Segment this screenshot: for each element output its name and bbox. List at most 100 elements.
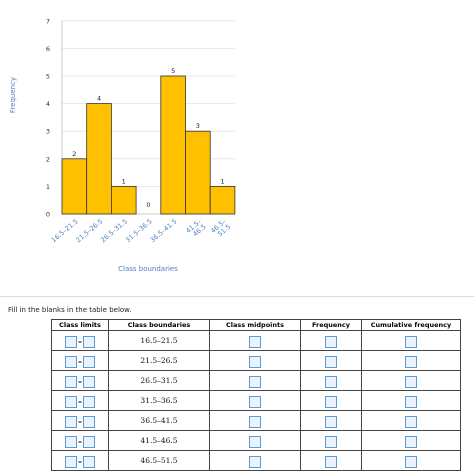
limit-separator: – (78, 457, 82, 466)
frequency-cell (300, 350, 362, 371)
class-limits-cell: – (51, 430, 109, 451)
lower-limit-input[interactable] (65, 355, 77, 368)
midpoint-cell (209, 370, 301, 391)
lower-limit-input[interactable] (65, 395, 77, 408)
lower-limit-input[interactable] (65, 335, 77, 348)
lower-limit-input[interactable] (65, 415, 77, 428)
histogram-bar (185, 130, 211, 215)
y-axis-label: Frequency (9, 77, 17, 113)
frequency-cell (300, 370, 362, 391)
frequency-cell (300, 450, 362, 471)
class-boundaries-cell: 41.5–46.5 (108, 430, 210, 451)
upper-limit-input[interactable] (83, 455, 95, 468)
y-tick-label: 7 (46, 17, 50, 25)
midpoint-cell (209, 350, 301, 371)
frequency-input[interactable] (325, 415, 337, 428)
y-tick-label: 3 (46, 128, 50, 136)
lower-limit-input[interactable] (65, 435, 77, 448)
table-row: – 46.5–51.5 (51, 450, 461, 471)
header-class-limits: Class limits (51, 319, 109, 331)
cumulative-frequency-input[interactable] (405, 355, 417, 368)
x-tick-label: 41.5–46.5 (184, 217, 207, 240)
upper-limit-input[interactable] (83, 415, 95, 428)
class-limits-cell: – (51, 390, 109, 411)
bar-value-label: 2 (72, 150, 76, 158)
bar-value-label: 3 (196, 122, 200, 130)
header-cumulative-frequency: Cumulative frequency (361, 319, 461, 331)
y-tick-label: 0 (46, 211, 50, 219)
cumulative-frequency-input[interactable] (405, 375, 417, 388)
upper-limit-input[interactable] (83, 355, 95, 368)
limit-separator: – (78, 377, 82, 386)
cumulative-frequency-cell (361, 410, 461, 431)
histogram-bar (209, 185, 236, 215)
midpoint-input[interactable] (249, 355, 261, 368)
cumulative-frequency-cell (361, 450, 461, 471)
limit-separator: – (78, 437, 82, 446)
instruction-text: Fill in the blanks in the table below. (8, 306, 132, 314)
frequency-input[interactable] (325, 395, 337, 408)
cumulative-frequency-input[interactable] (405, 415, 417, 428)
midpoint-cell (209, 430, 301, 451)
midpoint-input[interactable] (249, 335, 261, 348)
class-limits-cell: – (51, 350, 109, 371)
class-boundaries-cell: 31.5–36.5 (108, 390, 210, 411)
midpoint-cell (209, 390, 301, 411)
midpoint-input[interactable] (249, 435, 261, 448)
histogram-bar (111, 185, 137, 215)
cumulative-frequency-input[interactable] (405, 435, 417, 448)
cumulative-frequency-input[interactable] (405, 395, 417, 408)
bar-value-label: 1 (220, 177, 224, 185)
cumulative-frequency-cell (361, 330, 461, 351)
cumulative-frequency-input[interactable] (405, 455, 417, 468)
frequency-input[interactable] (325, 375, 337, 388)
class-limits-cell: – (51, 370, 109, 391)
section-divider (0, 296, 474, 297)
midpoint-input[interactable] (249, 395, 261, 408)
histogram-bar (86, 103, 112, 215)
midpoint-cell (209, 450, 301, 471)
limit-separator: – (78, 337, 82, 346)
midpoint-input[interactable] (249, 415, 261, 428)
upper-limit-input[interactable] (83, 395, 95, 408)
histogram-bar (160, 75, 186, 215)
y-tick-label: 2 (46, 155, 50, 163)
y-tick-label: 4 (46, 100, 50, 108)
cumulative-frequency-cell (361, 370, 461, 391)
cumulative-frequency-input[interactable] (405, 335, 417, 348)
class-limits-cell: – (51, 450, 109, 471)
lower-limit-input[interactable] (65, 375, 77, 388)
bar-value-label: 0 (146, 201, 150, 209)
lower-limit-input[interactable] (65, 455, 77, 468)
upper-limit-input[interactable] (83, 375, 95, 388)
frequency-table: Class limits Class boundaries Class midp… (51, 319, 461, 471)
midpoint-input[interactable] (249, 455, 261, 468)
x-tick-label: 36.5–41.5 (149, 217, 179, 244)
midpoint-cell (209, 330, 301, 351)
frequency-cell (300, 390, 362, 411)
class-boundaries-cell: 21.5–26.5 (108, 350, 210, 371)
header-class-boundaries: Class boundaries (108, 319, 210, 331)
upper-limit-input[interactable] (83, 435, 95, 448)
y-tick-label: 5 (46, 73, 50, 81)
frequency-input[interactable] (325, 355, 337, 368)
bar-value-label: 4 (97, 95, 101, 103)
frequency-input[interactable] (325, 335, 337, 348)
header-class-midpoints: Class midpoints (209, 319, 301, 331)
class-boundaries-cell: 36.5–41.5 (108, 410, 210, 431)
bar-value-label: 1 (122, 177, 126, 185)
midpoint-cell (209, 410, 301, 431)
class-limits-cell: – (51, 330, 109, 351)
frequency-input[interactable] (325, 455, 337, 468)
table-row: – 16.5–21.5 (51, 330, 461, 351)
table-row: – 31.5–36.5 (51, 390, 461, 411)
cumulative-frequency-cell (361, 350, 461, 371)
y-tick-label: 6 (46, 45, 50, 53)
midpoint-input[interactable] (249, 375, 261, 388)
frequency-input[interactable] (325, 435, 337, 448)
header-frequency: Frequency (300, 319, 362, 331)
limit-separator: – (78, 357, 82, 366)
upper-limit-input[interactable] (83, 335, 95, 348)
x-tick-label: 46.5–51.5 (209, 217, 232, 240)
